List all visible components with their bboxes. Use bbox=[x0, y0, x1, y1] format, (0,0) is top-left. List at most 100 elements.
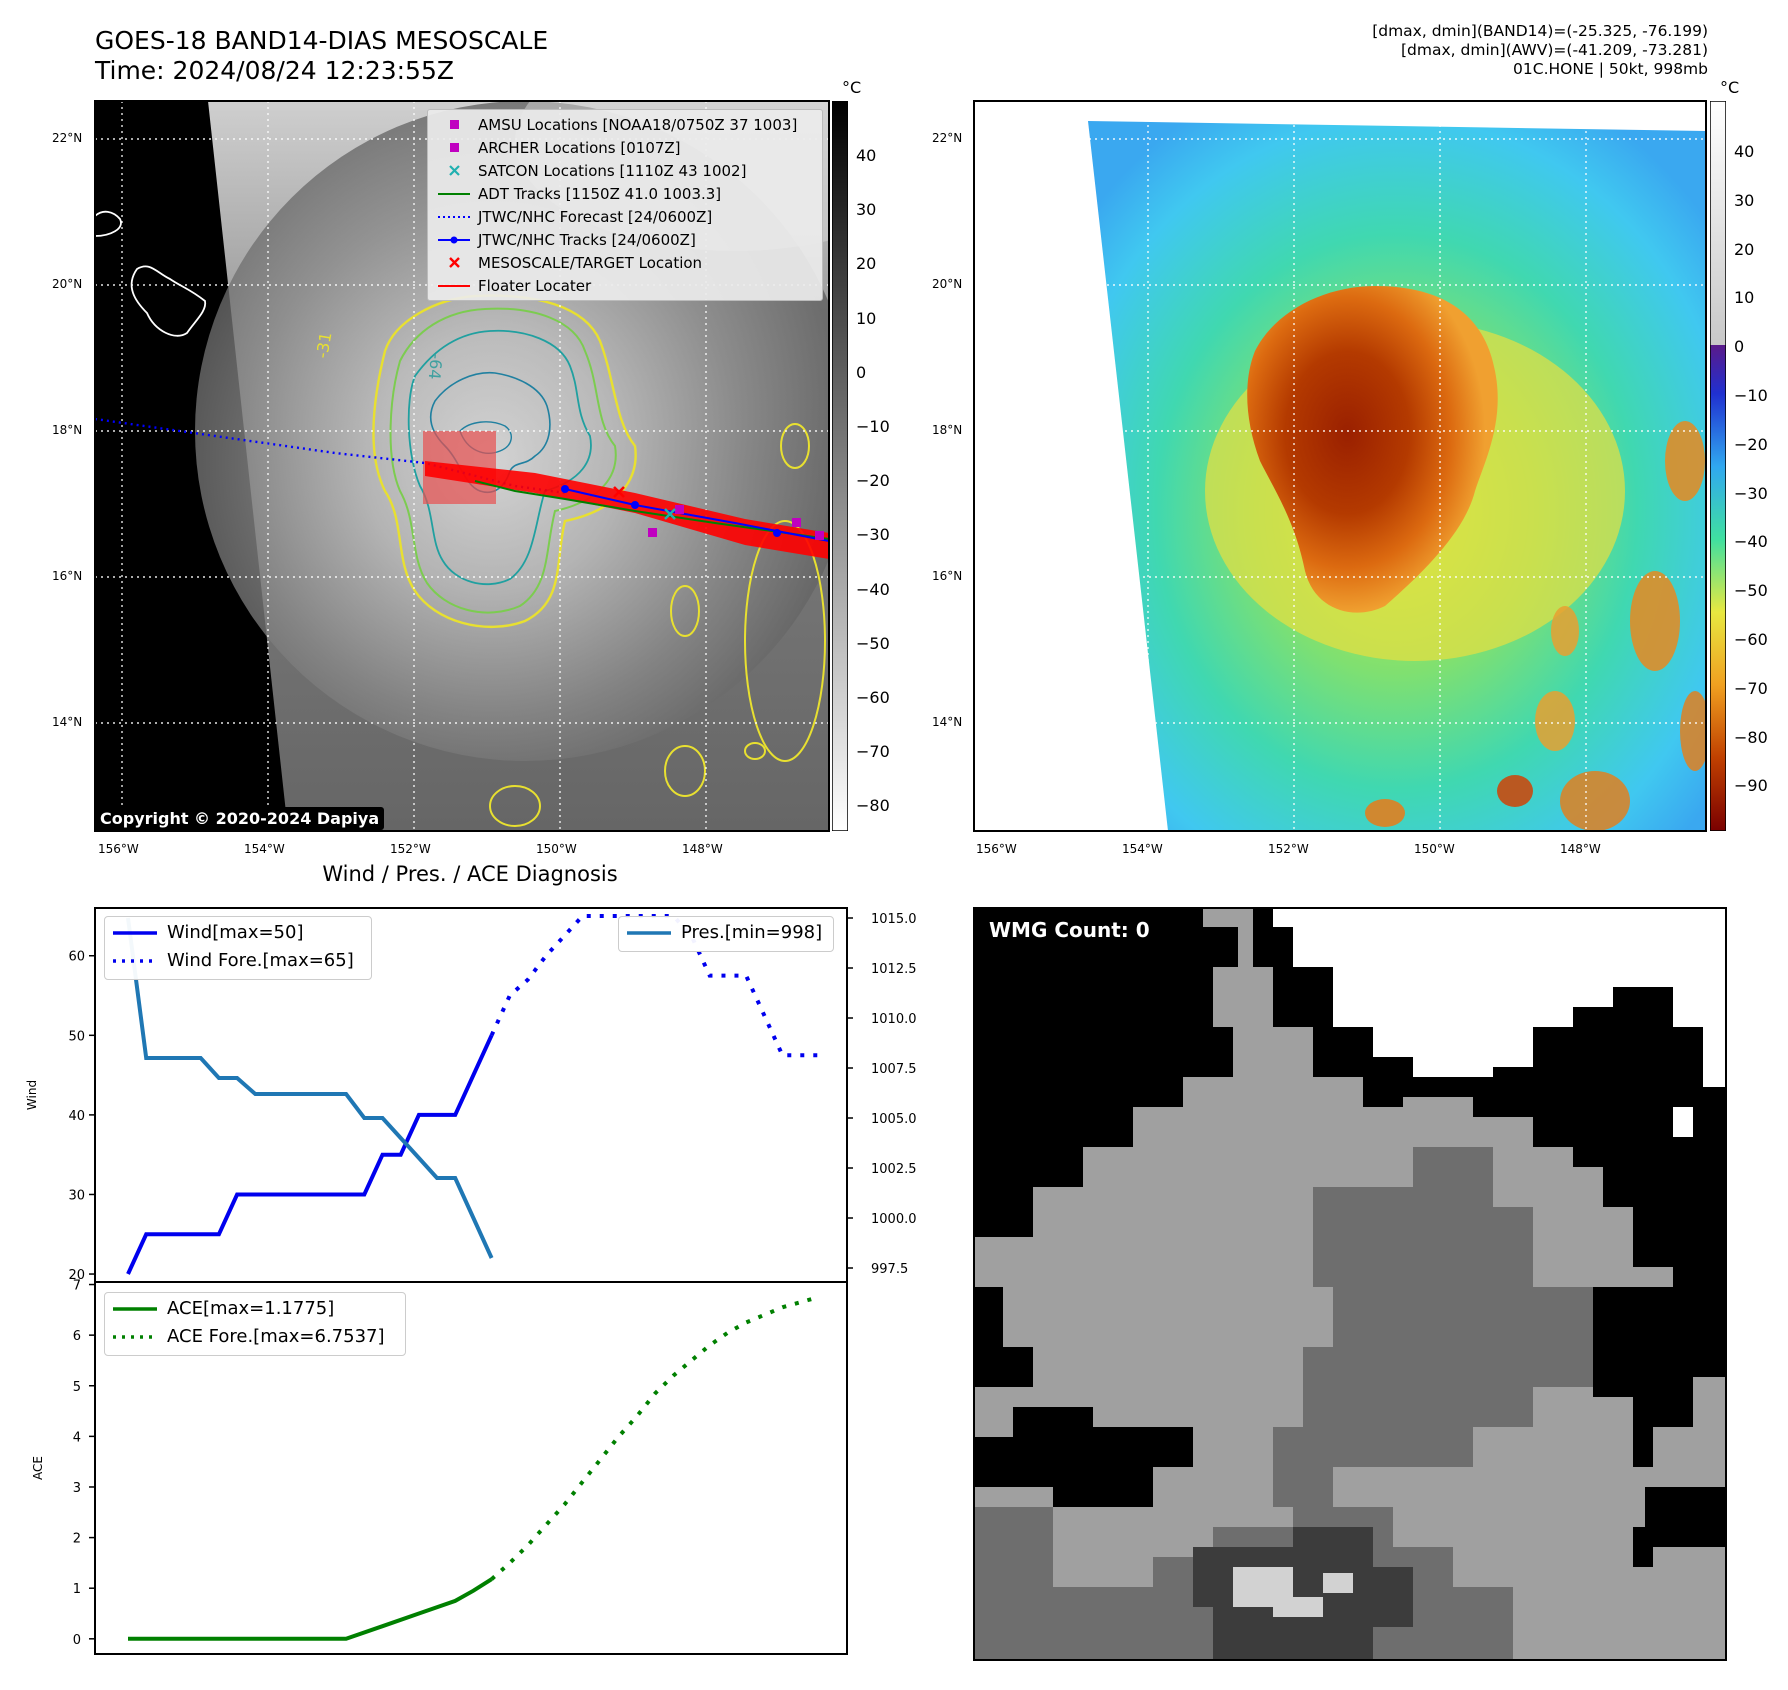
ace-ytick-label: 7 bbox=[73, 1279, 81, 1294]
title-line-2: Time: 2024/08/24 12:23:55Z bbox=[95, 56, 454, 85]
awv-lat-14: 14°N bbox=[932, 715, 963, 729]
ace-axis-label: ACE bbox=[31, 1456, 45, 1480]
wind-ytick-label: 60 bbox=[68, 950, 85, 965]
stats-line-3: 01C.HONE | 50kt, 998mb bbox=[1513, 60, 1708, 78]
legend-jtwc-tracks-label: JTWC/NHC Tracks [24/0600Z] bbox=[478, 231, 696, 249]
ir-colorbar-tick: −40 bbox=[856, 579, 890, 599]
legend-floater-label: Floater Locater bbox=[478, 277, 592, 295]
wind-ytick-label: 50 bbox=[68, 1029, 85, 1044]
pressure-ytick-label: 1012.5 bbox=[871, 962, 917, 977]
ir-lon-154: 154°W bbox=[244, 842, 285, 856]
ir-colorbar-tick: −70 bbox=[856, 742, 890, 762]
awv-colorbar-tick: −90 bbox=[1734, 776, 1768, 796]
awv-colorbar-tick: −40 bbox=[1734, 532, 1768, 552]
ir-lat-22: 22°N bbox=[52, 131, 83, 145]
awv-satellite-panel bbox=[975, 101, 1705, 831]
ir-colorbar-tick: −20 bbox=[856, 471, 890, 491]
ir-legend: AMSU Locations [NOAA18/0750Z 37 1003] AR… bbox=[427, 109, 823, 301]
ir-lon-148: 148°W bbox=[682, 842, 723, 856]
legend-wind-fore-label: Wind Fore.[max=65] bbox=[167, 950, 354, 971]
ir-lat-14: 14°N bbox=[52, 715, 83, 729]
diagnosis-chart-title: Wind / Pres. / ACE Diagnosis bbox=[322, 862, 618, 886]
legend-wind-label: Wind[max=50] bbox=[167, 922, 304, 943]
ir-lon-150: 150°W bbox=[536, 842, 577, 856]
awv-lon-154: 154°W bbox=[1122, 842, 1163, 856]
stats-block: [dmax, dmin](BAND14)=(-25.325, -76.199) … bbox=[1372, 22, 1708, 79]
awv-storm-core bbox=[1247, 286, 1498, 613]
ir-colorbar-tick: −10 bbox=[856, 417, 890, 436]
wind-ytick-label: 40 bbox=[68, 1109, 85, 1124]
ir-colorbar-tick: 40 bbox=[856, 146, 877, 165]
stats-line-1: [dmax, dmin](BAND14)=(-25.325, -76.199) bbox=[1372, 22, 1708, 40]
ir-colorbar-tick: 30 bbox=[856, 200, 877, 220]
ir-colorbar-tick: 0 bbox=[856, 362, 867, 382]
stats-line-2: [dmax, dmin](AWV)=(-41.209, -73.281) bbox=[1401, 41, 1708, 59]
legend-jtwc-forecast-label: JTWC/NHC Forecast [24/0600Z] bbox=[478, 208, 713, 226]
awv-colorbar-tick: −30 bbox=[1734, 483, 1768, 503]
pressure-ytick-label: 1007.5 bbox=[871, 1062, 917, 1077]
pressure-legend: Pres.[min=998] bbox=[618, 916, 834, 952]
series-line-pressure bbox=[126, 917, 494, 1259]
awv-lon-150: 150°W bbox=[1414, 842, 1455, 856]
legend-adt-label: ADT Tracks [1150Z 41.0 1003.3] bbox=[478, 185, 722, 203]
contour-label-64: -64 bbox=[425, 353, 446, 381]
awv-colorbar-tick: 20 bbox=[1734, 239, 1755, 259]
series-line-wind bbox=[126, 1034, 494, 1275]
jtwc-track bbox=[564, 488, 829, 542]
ir-colorbar-tick: 20 bbox=[856, 254, 877, 274]
awv-colorbar-tick: −70 bbox=[1734, 678, 1768, 698]
awv-colorbar-tick: −50 bbox=[1734, 581, 1768, 601]
series-line-ace-forecast bbox=[490, 1295, 820, 1581]
legend-pressure-label: Pres.[min=998] bbox=[681, 922, 823, 943]
wmg-count-badge: WMG Count: 0 bbox=[981, 915, 1158, 945]
series-line-ace bbox=[128, 1577, 493, 1641]
awv-colorbar bbox=[1710, 101, 1726, 831]
pressure-ytick-label: 1010.0 bbox=[871, 1012, 917, 1027]
awv-colorbar-tick: 0 bbox=[1734, 337, 1745, 357]
awv-satellite-image bbox=[975, 101, 1705, 831]
wind-axis-label: Wind bbox=[25, 1080, 39, 1110]
ace-ytick-label: 3 bbox=[73, 1481, 81, 1496]
legend-archer-label: ARCHER Locations [0107Z] bbox=[478, 139, 681, 157]
pressure-ytick-label: 1000.0 bbox=[871, 1212, 917, 1227]
ir-lon-152: 152°W bbox=[390, 842, 431, 856]
awv-colorbar-tick: −80 bbox=[1734, 727, 1768, 747]
awv-lat-20: 20°N bbox=[932, 277, 963, 291]
adt-track bbox=[474, 480, 829, 540]
wind-ytick-label: 20 bbox=[68, 1268, 85, 1283]
awv-colorbar-tick: 40 bbox=[1734, 142, 1755, 161]
awv-colorbar-tick: 10 bbox=[1734, 288, 1755, 308]
ir-lat-20: 20°N bbox=[52, 277, 83, 291]
ir-colorbar-tick: 10 bbox=[856, 308, 877, 328]
legend-amsu-label: AMSU Locations [NOAA18/0750Z 37 1003] bbox=[478, 116, 798, 134]
ir-colorbar-tick: −50 bbox=[856, 633, 890, 653]
ir-lat-18: 18°N bbox=[52, 423, 83, 437]
awv-colorbar-tick: −20 bbox=[1734, 434, 1768, 454]
ace-ytick-label: 5 bbox=[73, 1380, 81, 1395]
figure-title: GOES-18 BAND14-DIAS MESOSCALE Time: 2024… bbox=[95, 26, 548, 86]
legend-satcon-label: SATCON Locations [1110Z 43 1002] bbox=[478, 162, 747, 180]
ace-ytick-label: 0 bbox=[73, 1633, 81, 1648]
ir-satellite-panel: -31 -64 bbox=[95, 101, 829, 831]
awv-colorbar-unit: °C bbox=[1720, 78, 1740, 97]
awv-lat-16: 16°N bbox=[932, 569, 963, 583]
ir-colorbar-tick: −60 bbox=[856, 688, 890, 707]
pressure-axis-label: Pressure bbox=[939, 1069, 940, 1120]
contour-label-31: -31 bbox=[312, 331, 335, 360]
wmg-panel bbox=[973, 907, 1725, 1659]
legend-ace-fore-label: ACE Fore.[max=6.7537] bbox=[167, 1326, 385, 1347]
awv-colorbar-tick: −60 bbox=[1734, 630, 1768, 649]
pressure-ytick-label: 1015.0 bbox=[871, 912, 917, 927]
awv-colorbar-tick: −10 bbox=[1734, 386, 1768, 405]
awv-lat-22: 22°N bbox=[932, 131, 963, 145]
awv-lon-152: 152°W bbox=[1268, 842, 1309, 856]
wmg-image bbox=[973, 907, 1725, 1659]
ace-ytick-label: 2 bbox=[73, 1532, 81, 1547]
legend-target-label: MESOSCALE/TARGET Location bbox=[478, 254, 703, 272]
legend-ace-label: ACE[max=1.1775] bbox=[167, 1298, 335, 1319]
awv-lon-156: 156°W bbox=[976, 842, 1017, 856]
ir-lon-156: 156°W bbox=[98, 842, 139, 856]
ir-colorbar-tick: −80 bbox=[856, 796, 890, 816]
ir-colorbar bbox=[832, 101, 848, 831]
ir-lat-16: 16°N bbox=[52, 569, 83, 583]
